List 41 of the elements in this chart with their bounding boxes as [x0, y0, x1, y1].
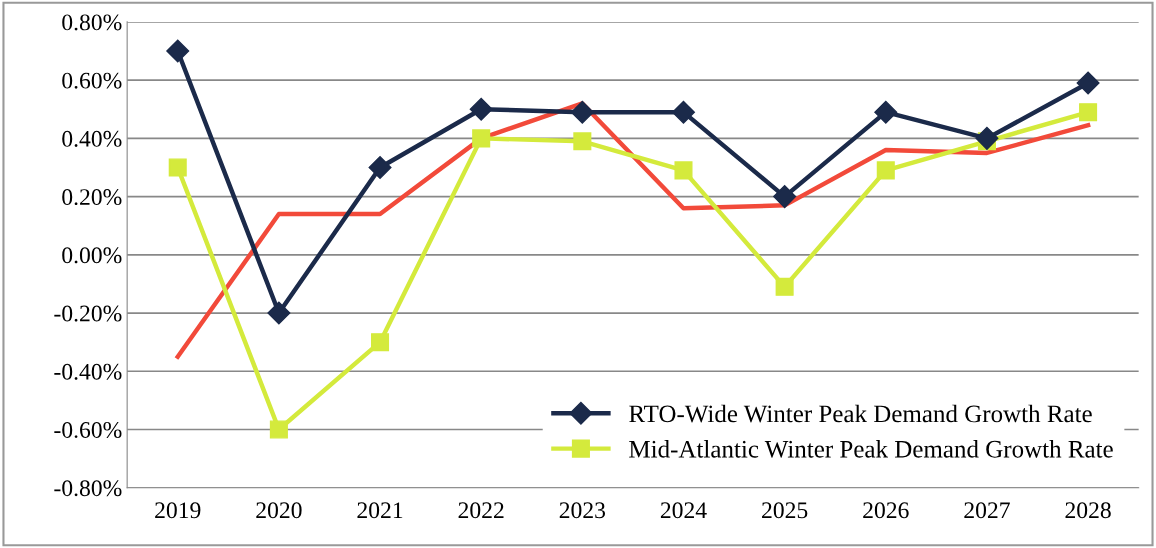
x-tick-label: 2023 — [559, 502, 606, 519]
x-tick-label: 2022 — [458, 502, 504, 519]
point — [267, 301, 291, 325]
x-tick-label: 2028 — [1065, 502, 1111, 519]
y-tick-label: -0.80% — [54, 480, 122, 497]
legend-label: Mid-Atlantic Winter Peak Demand Growth Rate — [629, 440, 1113, 458]
legend-label: RTO-Wide Winter Peak Demand Growth Rate — [629, 404, 1092, 423]
y-tick-label: -0.40% — [54, 363, 122, 380]
point — [368, 155, 392, 179]
point — [1076, 71, 1100, 95]
point — [674, 161, 693, 180]
y-tick-label: -0.60% — [54, 421, 122, 439]
point — [166, 39, 190, 63]
point — [975, 126, 999, 150]
x-tick-label: 2025 — [762, 502, 808, 519]
point — [874, 100, 898, 124]
x-tick-label: 2020 — [256, 502, 302, 519]
point — [168, 158, 187, 177]
point — [775, 277, 794, 296]
point — [1079, 103, 1098, 122]
line-series — [175, 101, 1091, 359]
y-tick-label: -0.20% — [54, 305, 122, 322]
x-tick-label: 2026 — [863, 502, 909, 519]
point — [570, 100, 594, 124]
point — [371, 333, 390, 352]
point — [876, 161, 895, 180]
x-tick-label: 2021 — [357, 502, 403, 519]
point — [773, 185, 797, 209]
x-tick-label: 2024 — [660, 502, 707, 519]
y-tick-label: 0.20% — [62, 189, 122, 206]
point — [671, 100, 695, 124]
point — [469, 97, 493, 121]
point — [573, 132, 592, 151]
x-tick-label: 2019 — [155, 502, 201, 519]
x-tick-label: 2027 — [964, 502, 1010, 519]
point — [269, 420, 288, 439]
y-tick-label: 0.40% — [62, 130, 122, 147]
y-tick-label: 0.60% — [62, 72, 122, 89]
y-tick-label: 0.80% — [62, 14, 122, 31]
point — [472, 129, 491, 148]
y-tick-label: 0.00% — [62, 247, 122, 264]
